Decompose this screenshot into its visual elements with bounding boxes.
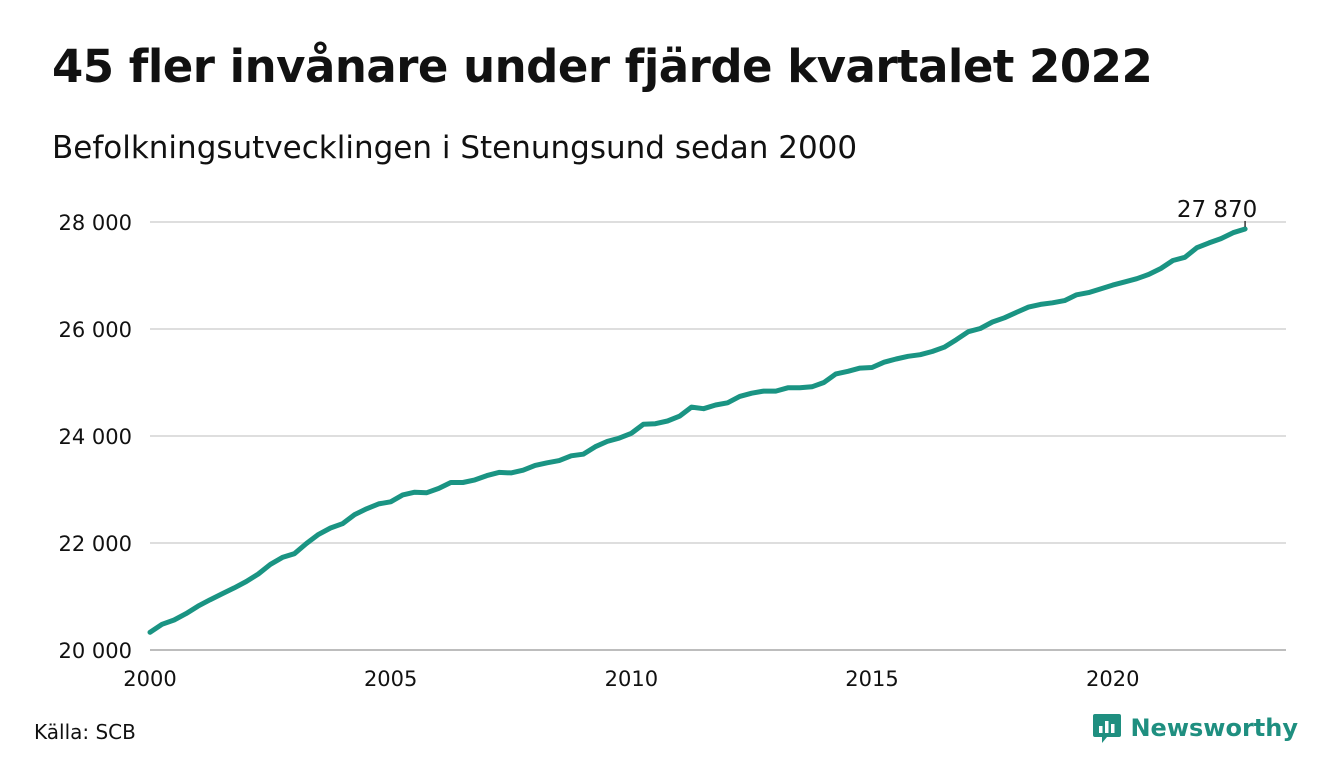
y-tick-label: 26 000 — [59, 318, 132, 342]
chart-title: 45 fler invånare under fjärde kvartalet … — [52, 40, 1153, 93]
x-tick-label: 2005 — [364, 667, 417, 691]
source-note: Källa: SCB — [34, 720, 136, 744]
chart-subtitle: Befolkningsutvecklingen i Stenungsund se… — [52, 130, 858, 166]
brand-logo: Newsworthy — [1092, 712, 1298, 744]
end-value-label: 27 870 — [1177, 197, 1257, 223]
y-tick-label: 20 000 — [59, 639, 132, 663]
x-tick-label: 2015 — [845, 667, 898, 691]
y-tick-label: 24 000 — [59, 425, 132, 449]
x-tick-label: 2010 — [605, 667, 658, 691]
x-tick-label: 2020 — [1086, 667, 1139, 691]
y-tick-label: 28 000 — [59, 211, 132, 235]
x-axis-tick-labels: 2000 2005 2010 2015 2020 — [123, 667, 1139, 691]
gridlines — [150, 221, 1286, 544]
brand-name: Newsworthy — [1130, 714, 1298, 742]
newsworthy-logo-icon — [1093, 714, 1122, 743]
x-tick-label: 2000 — [123, 667, 176, 691]
y-axis-tick-labels: 20 000 22 000 24 000 26 000 28 000 — [59, 211, 132, 663]
series-line-population — [147, 226, 1248, 635]
y-tick-label: 22 000 — [59, 532, 132, 556]
